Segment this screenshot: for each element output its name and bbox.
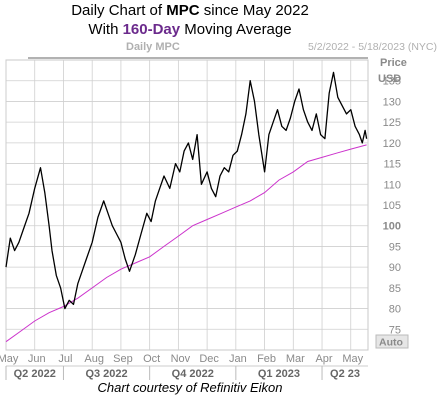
y-tick-label-80: 80	[389, 304, 401, 316]
x-tick-label-12: May	[342, 353, 363, 365]
x-axis-ticks: May Jun Jul Aug Sep Oct Nov Dec Jan Feb Mar Apr May	[0, 353, 364, 365]
quarter-label-4: Q2 23	[330, 368, 360, 380]
x-tick-label-4: Sep	[113, 353, 133, 365]
grid-lines	[5, 60, 368, 350]
x-tick-label-5: Oct	[143, 353, 160, 365]
x-tick-label-7: Dec	[199, 353, 219, 365]
y-tick-label-85: 85	[389, 283, 401, 295]
quarter-axis: Q2 2022 Q3 2022 Q4 2022 Q1 2023 Q2 23	[5, 365, 368, 380]
title-suffix: since May 2022	[199, 2, 309, 19]
subtitle-suffix: Moving Average	[180, 21, 292, 38]
y-axis-ticks: 75 80 85 90 95 100 105 110 115 120 125 130 135	[383, 76, 401, 337]
quarter-label-0: Q2 2022	[14, 368, 56, 380]
quarter-label-1: Q3 2022	[85, 368, 127, 380]
y-tick-label-100: 100	[383, 221, 401, 233]
title-prefix: Daily Chart of	[71, 2, 167, 19]
price-axis-label: Price	[380, 57, 407, 69]
y-tick-label-125: 125	[383, 117, 401, 129]
x-tick-label-8: Jan	[229, 353, 247, 365]
currency-axis-label: USD	[378, 73, 401, 85]
quarter-label-2: Q4 2022	[172, 368, 214, 380]
x-tick-label-3: Aug	[84, 353, 104, 365]
y-tick-label-120: 120	[383, 138, 401, 150]
x-tick-label-9: Feb	[257, 353, 276, 365]
x-tick-label-10: Mar	[286, 353, 305, 365]
title-ticker: MPC	[166, 2, 200, 19]
auto-scale-label: Auto	[379, 337, 403, 349]
subtitle-highlight: 160-Day	[122, 21, 181, 38]
x-tick-label-6: Nov	[171, 353, 191, 365]
date-range-label: 5/2/2022 - 5/18/2023 (NYC)	[308, 41, 437, 53]
x-tick-label-0: May	[0, 353, 19, 365]
y-tick-label-105: 105	[383, 200, 401, 212]
series-line-mpc	[5, 71, 368, 310]
y-tick-label-95: 95	[389, 241, 401, 253]
x-tick-label-11: Apr	[315, 353, 332, 365]
y-tick-label-135: 135	[383, 76, 401, 88]
auto-scale-button[interactable]	[375, 334, 409, 349]
y-tick-label-115: 115	[383, 159, 401, 171]
chart-credit: Chart courtesy of Refinitiv Eikon	[97, 380, 283, 395]
x-tick-label-1: Jun	[28, 353, 46, 365]
subtitle-prefix: With	[88, 21, 123, 38]
series-line-160-day	[5, 144, 367, 343]
chart-title-line-2: With 160-Day Moving Average	[0, 21, 380, 38]
y-tick-label-110: 110	[383, 179, 401, 191]
inner-chart-label: Daily MPC	[126, 41, 180, 53]
y-tick-label-130: 130	[383, 96, 401, 108]
y-tick-label-75: 75	[389, 324, 401, 336]
quarter-label-3: Q1 2023	[258, 368, 300, 380]
chart-title-line-1: Daily Chart of MPC since May 2022	[0, 2, 380, 19]
y-tick-label-90: 90	[389, 262, 401, 274]
x-tick-label-2: Jul	[58, 353, 72, 365]
